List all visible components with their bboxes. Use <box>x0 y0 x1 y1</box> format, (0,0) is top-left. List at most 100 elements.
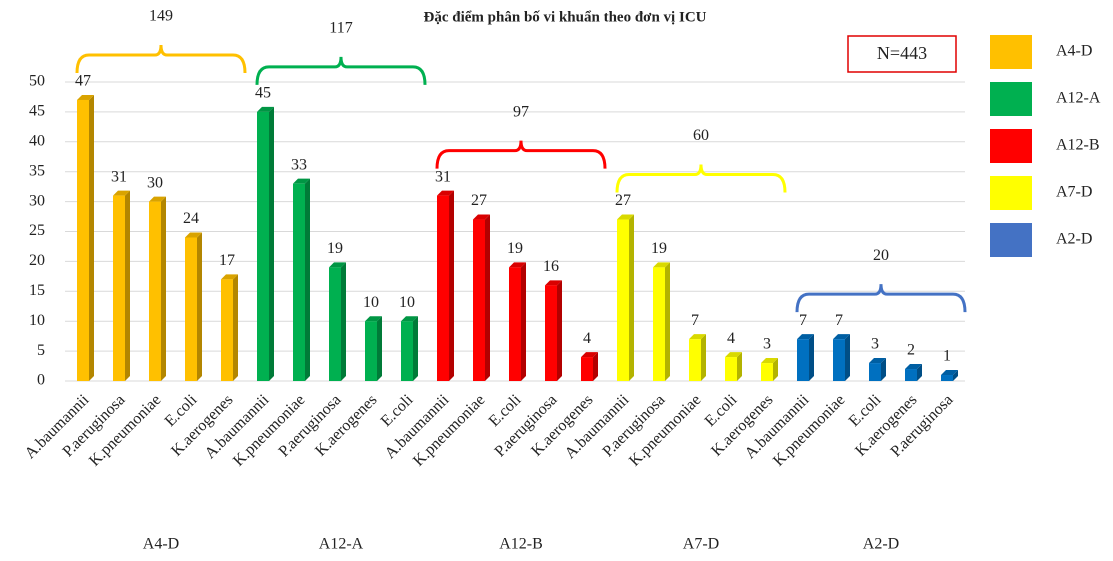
group-label: A7-D <box>683 536 719 553</box>
chart-title: Đặc điểm phân bố vi khuẩn theo đơn vị IC… <box>424 9 707 25</box>
bar-top <box>905 364 922 370</box>
bar-side <box>449 190 454 381</box>
legend-label: A2-D <box>1056 231 1092 248</box>
bar <box>77 99 89 381</box>
annotation: N=443 <box>877 43 927 63</box>
legend-swatch <box>990 35 1032 69</box>
data-label: 19 <box>327 240 343 257</box>
bar-top <box>473 214 490 220</box>
data-label: 45 <box>255 85 271 102</box>
data-label: 24 <box>183 210 199 227</box>
bar-side <box>557 280 562 381</box>
bar-side <box>89 94 94 381</box>
bar-top <box>581 352 598 358</box>
data-label: 33 <box>291 156 307 173</box>
bar-top <box>365 316 382 322</box>
y-tick-label: 0 <box>37 372 45 389</box>
data-label: 3 <box>763 336 771 353</box>
bar <box>329 267 341 381</box>
bar-side <box>809 334 814 381</box>
bar <box>113 195 125 381</box>
y-tick-label: 5 <box>37 342 45 359</box>
bar <box>761 363 773 381</box>
bar <box>941 375 953 381</box>
bar-top <box>329 262 346 268</box>
bar-side <box>845 334 850 381</box>
bar <box>545 285 557 381</box>
bar-top <box>293 178 310 184</box>
data-label: 19 <box>507 240 523 257</box>
bar <box>797 339 809 381</box>
bar <box>905 369 917 381</box>
data-label: 3 <box>871 336 879 353</box>
bar <box>221 279 233 381</box>
data-label: 7 <box>691 312 699 329</box>
group-brace <box>615 164 787 193</box>
bar-side <box>629 214 634 381</box>
group-brace <box>435 140 607 169</box>
bar <box>617 219 629 381</box>
bar-top <box>941 370 958 376</box>
bar-top <box>401 316 418 322</box>
group-label: A12-A <box>319 536 364 553</box>
bar <box>509 267 521 381</box>
bar <box>401 321 413 381</box>
bar-top <box>113 190 130 196</box>
bar-side <box>701 334 706 381</box>
bar-top <box>761 358 778 364</box>
group-label: A12-B <box>499 536 543 553</box>
group-brace <box>75 44 247 73</box>
legend-label: A7-D <box>1056 184 1092 201</box>
data-label: 19 <box>651 240 667 257</box>
bar-side <box>125 190 130 381</box>
data-label: 7 <box>799 312 807 329</box>
bar-side <box>413 316 418 381</box>
y-tick-label: 40 <box>29 132 45 149</box>
group-total: 60 <box>693 127 709 144</box>
bar-top <box>257 106 274 112</box>
bar-top <box>77 94 94 100</box>
bar-side <box>665 262 670 381</box>
bar-top <box>509 262 526 268</box>
data-label: 27 <box>615 192 631 209</box>
bar-top <box>797 334 814 340</box>
bar-top <box>725 352 742 358</box>
y-tick-label: 10 <box>29 312 45 329</box>
data-label: 1 <box>943 348 951 365</box>
data-label: 31 <box>435 168 451 185</box>
bar-top <box>545 280 562 286</box>
group-total: 97 <box>513 103 529 120</box>
bar-side <box>521 262 526 381</box>
bar <box>437 195 449 381</box>
data-label: 30 <box>147 174 163 191</box>
legend-label: A12-A <box>1056 90 1101 107</box>
bar <box>473 219 485 381</box>
bar-top <box>185 232 202 238</box>
data-label: 7 <box>835 312 843 329</box>
y-tick-label: 25 <box>29 222 45 239</box>
bar-side <box>953 370 958 381</box>
legend-swatch <box>990 176 1032 210</box>
y-tick-label: 15 <box>29 282 45 299</box>
bar-side <box>485 214 490 381</box>
data-label: 4 <box>583 330 591 347</box>
group-total: 117 <box>329 20 352 37</box>
y-tick-label: 45 <box>29 103 45 120</box>
bar <box>185 237 197 381</box>
legend-swatch <box>990 223 1032 257</box>
legend-swatch <box>990 82 1032 116</box>
bar-top <box>869 358 886 364</box>
bar-top <box>833 334 850 340</box>
group-brace <box>795 284 967 313</box>
bar-side <box>773 358 778 381</box>
data-label: 47 <box>75 73 91 90</box>
bar-top <box>437 190 454 196</box>
bar-top <box>653 262 670 268</box>
bar-side <box>881 358 886 381</box>
legend-label: A12-B <box>1056 137 1100 154</box>
bar-side <box>269 106 274 382</box>
bar <box>653 267 665 381</box>
bar-side <box>161 196 166 381</box>
data-label: 10 <box>399 294 415 311</box>
